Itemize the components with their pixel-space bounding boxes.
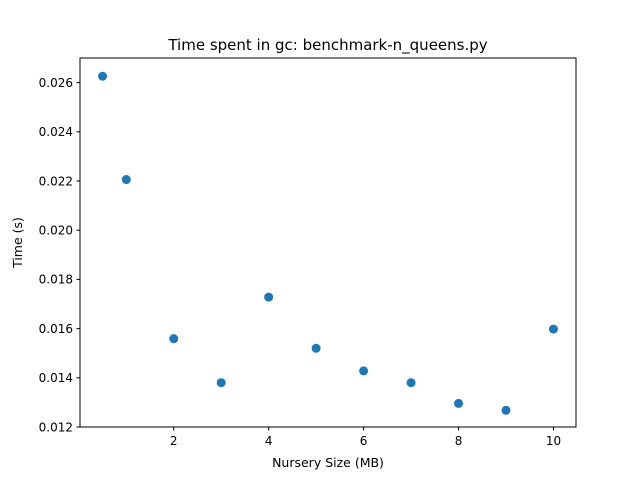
x-tick-label: 2 [170,434,178,448]
y-axis-label: Time (s) [10,217,25,269]
chart-title: Time spent in gc: benchmark-n_queens.py [167,36,487,55]
data-point [406,378,416,388]
data-point [311,343,321,353]
y-tick-label: 0.016 [39,322,73,336]
data-point [359,366,369,376]
y-tick-label: 0.022 [39,174,73,188]
data-point [216,378,226,388]
y-tick-label: 0.018 [39,273,73,287]
x-tick-label: 10 [546,434,561,448]
y-tick-label: 0.012 [39,420,73,434]
y-axis-ticks: 0.012 0.014 0.016 0.018 0.020 0.022 0.024 0.026 [39,76,80,434]
x-tick-label: 4 [265,434,273,448]
x-tick-label: 8 [455,434,463,448]
data-point [98,71,108,81]
data-point [264,292,274,302]
plot-area-frame [79,57,577,428]
y-tick-label: 0.024 [39,125,73,139]
data-point [501,405,511,415]
x-tick-label: 6 [360,434,368,448]
data-point [454,398,464,408]
x-axis-ticks: 2 4 6 8 10 [170,427,561,448]
data-point [121,175,131,185]
data-points [98,71,558,415]
y-tick-label: 0.014 [39,371,73,385]
y-tick-label: 0.026 [39,76,73,90]
data-point [169,334,179,344]
y-tick-label: 0.020 [39,224,73,238]
x-axis-label: Nursery Size (MB) [272,455,384,470]
data-point [548,324,558,334]
